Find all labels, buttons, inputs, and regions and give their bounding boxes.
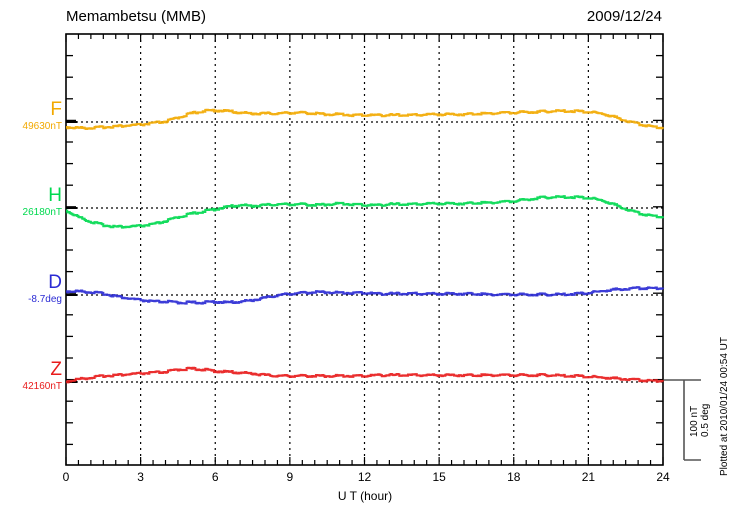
scale-bar (664, 379, 701, 461)
component-label-z: Z 42160nT (23, 360, 62, 392)
series-layer (66, 108, 665, 384)
component-letter-d: D (48, 272, 62, 293)
page-title: Memambetsu (MMB) (66, 8, 207, 25)
component-value-h: 26180nT (22, 207, 62, 218)
x-tick-label: 0 (62, 470, 70, 484)
trace-h (66, 195, 665, 229)
component-label-h: H 26180nT (23, 186, 62, 218)
trace-d (66, 286, 665, 305)
component-letter-f: F (50, 99, 62, 120)
component-letter-h: H (48, 185, 62, 206)
scale-bar-label: 100 nT 0.5 deg (689, 403, 711, 437)
component-value-f: 49630nT (22, 121, 62, 132)
trace-f (66, 108, 665, 130)
scale-bar-line1: 100 nT (689, 405, 700, 437)
component-letter-z: Z (50, 359, 62, 380)
plot-frame (65, 33, 664, 466)
x-axis-title: U T (hour) (337, 489, 393, 503)
x-tick-label: 15 (432, 470, 446, 484)
component-value-d: -8.7deg (28, 294, 62, 305)
component-label-f: F 49630nT (23, 100, 62, 132)
x-tick-label: 6 (211, 470, 219, 484)
x-tick-label: 3 (137, 470, 144, 484)
plotted-at-text: Plotted at 2010/01/24 00:54 UT (719, 337, 730, 476)
x-tick-label: 9 (286, 470, 294, 484)
x-tick-label: 24 (656, 470, 670, 484)
chart-date: 2009/12/24 (586, 8, 662, 25)
trace-z (66, 366, 665, 384)
grid-layer (140, 34, 589, 465)
x-tick-label: 21 (581, 470, 596, 484)
scale-bar-line2: 0.5 deg (699, 403, 711, 437)
component-label-d: D -8.7deg (28, 273, 62, 305)
component-value-z: 42160nT (22, 381, 62, 392)
x-tick-label: 12 (357, 470, 372, 484)
x-tick-label: 18 (507, 470, 521, 484)
